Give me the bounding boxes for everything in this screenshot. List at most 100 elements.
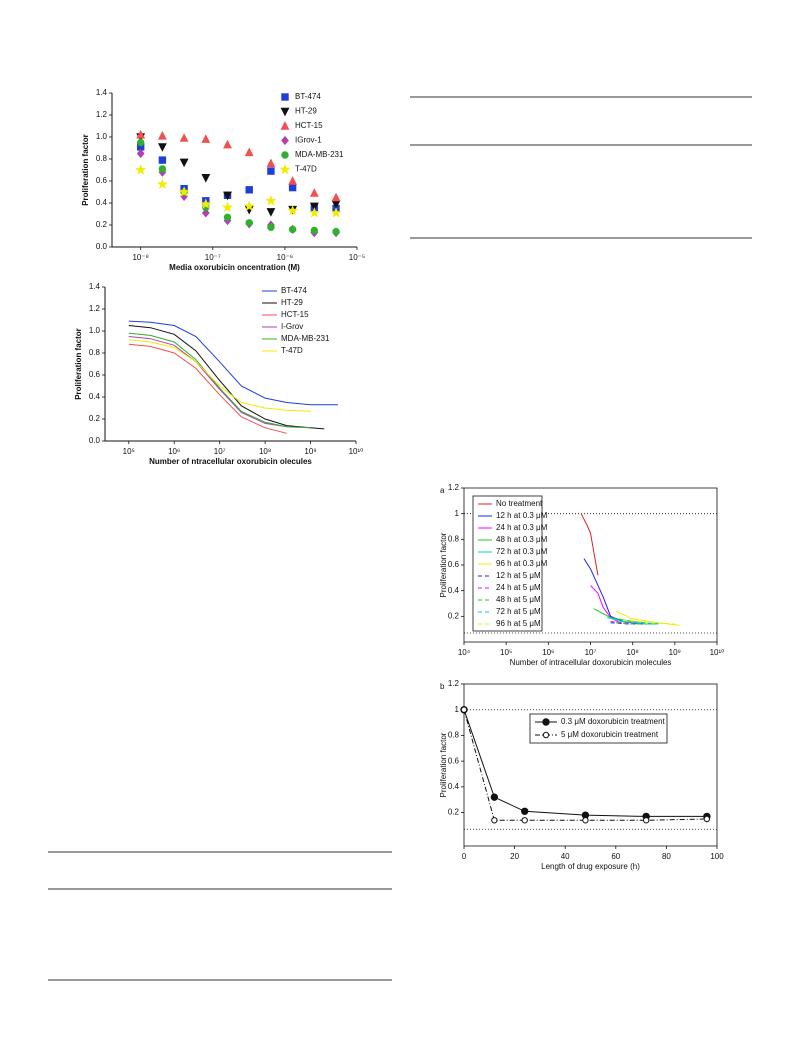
data-point bbox=[243, 200, 255, 211]
y-axis-title: Proliferation factor bbox=[439, 532, 448, 597]
data-point bbox=[310, 226, 319, 235]
series-line bbox=[128, 325, 325, 430]
x-tick-label: 10⁸ bbox=[627, 648, 639, 657]
data-point bbox=[266, 158, 276, 168]
series-line bbox=[463, 709, 707, 817]
data-point bbox=[288, 225, 297, 234]
y-tick-label: 0.0 bbox=[89, 436, 101, 445]
x-axis-title: Length of drug exposure (h) bbox=[541, 862, 640, 871]
data-point bbox=[178, 186, 190, 197]
data-point bbox=[267, 223, 275, 231]
data-point bbox=[245, 186, 253, 194]
x-tick-label: 10¹⁰ bbox=[349, 447, 364, 456]
data-point bbox=[136, 148, 145, 159]
x-tick-label: 10⁷ bbox=[585, 648, 597, 657]
data-point bbox=[179, 158, 189, 168]
data-point bbox=[309, 188, 319, 197]
y-tick-label: 0.8 bbox=[448, 534, 460, 543]
x-tick-label: 10⁹ bbox=[304, 447, 316, 456]
y-axis-title: Proliferation factor bbox=[81, 134, 90, 206]
data-point bbox=[331, 192, 341, 202]
data-point bbox=[201, 174, 211, 183]
legend-label: 12 h at 0.3 μM bbox=[496, 511, 548, 520]
legend-label: 48 h at 0.3 μM bbox=[496, 535, 548, 544]
legend-label: 12 h at 5 μM bbox=[496, 571, 541, 580]
x-tick-label: 10⁻⁷ bbox=[205, 253, 221, 262]
y-tick-label: 0.6 bbox=[448, 560, 460, 569]
data-point bbox=[201, 208, 210, 218]
legend-label: I-Grov bbox=[281, 322, 303, 331]
series-line bbox=[128, 332, 311, 429]
x-tick-label: 10⁻⁶ bbox=[277, 253, 293, 262]
y-tick-label: 0.4 bbox=[96, 198, 108, 207]
legend-label: MDA-MB-231 bbox=[281, 334, 330, 343]
y-tick-label: 0.4 bbox=[89, 392, 101, 401]
data-point bbox=[157, 143, 167, 152]
data-point bbox=[245, 219, 253, 227]
legend-label: 24 h at 5 μM bbox=[496, 583, 541, 592]
x-tick-label: 10⁴ bbox=[458, 648, 471, 657]
data-point bbox=[200, 198, 212, 209]
data-point bbox=[582, 817, 589, 824]
data-point bbox=[330, 207, 342, 218]
data-point bbox=[521, 817, 528, 824]
data-point bbox=[136, 129, 146, 139]
legend-label: MDA-MB-231 bbox=[295, 150, 344, 159]
x-tick-label: 10⁻⁸ bbox=[132, 253, 149, 262]
y-axis-title: Proliferation factor bbox=[439, 732, 448, 797]
data-point bbox=[135, 164, 147, 175]
series-line bbox=[593, 608, 646, 624]
x-tick-label: 60 bbox=[611, 852, 620, 861]
y-tick-label: 0.6 bbox=[89, 370, 101, 379]
data-point bbox=[223, 213, 232, 222]
legend-label: T-47D bbox=[281, 346, 303, 355]
x-tick-label: 10⁵ bbox=[123, 447, 135, 456]
legend-box bbox=[529, 713, 668, 744]
data-point bbox=[490, 793, 499, 801]
y-tick-label: 1 bbox=[455, 705, 460, 714]
data-point bbox=[156, 178, 168, 189]
data-point bbox=[136, 138, 145, 147]
legend-label: BT-474 bbox=[295, 92, 321, 101]
legend-label: HCT-15 bbox=[295, 121, 323, 130]
y-tick-label: 0.6 bbox=[448, 756, 460, 765]
legend-label: HCT-15 bbox=[281, 310, 309, 319]
y-tick-label: 1.2 bbox=[448, 483, 460, 492]
data-point bbox=[491, 817, 498, 824]
y-tick-label: 0.0 bbox=[96, 242, 108, 251]
x-tick-label: 10⁹ bbox=[669, 648, 681, 657]
x-tick-label: 10⁶ bbox=[168, 447, 180, 456]
x-axis-title: Media oxorubicin oncentration (M) bbox=[169, 263, 300, 272]
y-tick-label: 0.4 bbox=[448, 782, 460, 791]
legend-label: BT-474 bbox=[281, 286, 307, 295]
data-point bbox=[158, 156, 167, 164]
legend-label: 24 h at 0.3 μM bbox=[496, 523, 548, 532]
legend-marker bbox=[280, 121, 290, 130]
plot-frame bbox=[463, 683, 718, 847]
legend-label: 96 h at 0.3 μM bbox=[496, 559, 548, 568]
legend-label: 96 h at 5 μM bbox=[496, 619, 541, 628]
data-point bbox=[267, 167, 275, 175]
x-tick-label: 10¹⁰ bbox=[710, 648, 725, 657]
legend-label: 72 h at 5 μM bbox=[496, 607, 541, 616]
legend-marker bbox=[542, 731, 550, 739]
data-point bbox=[223, 191, 232, 201]
data-point bbox=[288, 176, 298, 185]
legend-marker bbox=[280, 107, 290, 117]
y-tick-label: 1.2 bbox=[448, 679, 460, 688]
data-point bbox=[222, 201, 233, 213]
x-tick-label: 0 bbox=[462, 852, 467, 861]
series-line bbox=[580, 513, 599, 576]
legend-marker bbox=[281, 135, 289, 146]
y-tick-label: 1.2 bbox=[89, 304, 101, 313]
legend-label: T-47D bbox=[295, 165, 317, 174]
x-tick-label: 10⁵ bbox=[500, 648, 512, 657]
y-tick-label: 0.4 bbox=[448, 586, 460, 595]
data-point bbox=[288, 183, 297, 192]
y-tick-label: 0.2 bbox=[96, 220, 108, 229]
data-point bbox=[287, 204, 299, 216]
y-tick-label: 1 bbox=[455, 509, 460, 518]
series-line bbox=[610, 620, 641, 625]
data-point bbox=[179, 133, 189, 142]
data-point bbox=[308, 207, 320, 218]
